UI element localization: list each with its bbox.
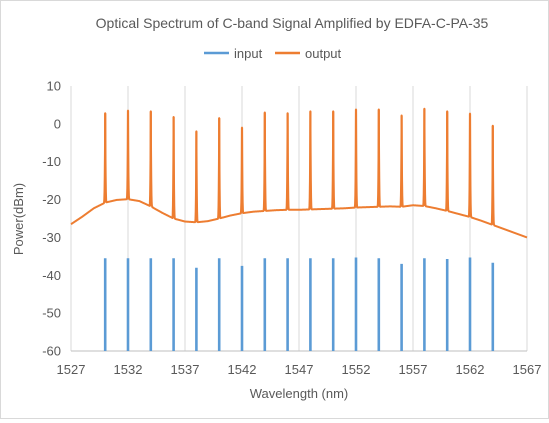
x-tick-label-1537: 1537 — [171, 362, 200, 377]
x-tick-label-1557: 1557 — [399, 362, 428, 377]
x-tick-label-1547: 1547 — [285, 362, 314, 377]
y-axis-ticks: 10 0 -10 -20 -30 -40 -50 -60 — [42, 79, 61, 359]
x-tick-label-1527: 1527 — [57, 362, 86, 377]
y-tick-label--10: -10 — [42, 154, 61, 169]
x-tick-label-1567: 1567 — [513, 362, 542, 377]
x-tick-label-1562: 1562 — [456, 362, 485, 377]
legend-label-input: input — [234, 46, 263, 61]
y-tick-label--50: -50 — [42, 306, 61, 321]
y-tick-label-0: 0 — [54, 116, 61, 131]
y-axis-label: Power(dBm) — [11, 183, 26, 255]
y-tick-label--20: -20 — [42, 192, 61, 207]
legend-label-output: output — [305, 46, 342, 61]
x-tick-label-1532: 1532 — [114, 362, 143, 377]
x-tick-label-1542: 1542 — [228, 362, 257, 377]
legend: input output — [204, 46, 342, 61]
chart-title: Optical Spectrum of C-band Signal Amplif… — [96, 15, 489, 31]
y-tick-label-10: 10 — [47, 79, 61, 94]
grid — [70, 86, 528, 352]
y-tick-label--40: -40 — [42, 268, 61, 283]
x-axis-label: Wavelength (nm) — [250, 386, 349, 401]
y-tick-label--60: -60 — [42, 344, 61, 359]
plot-area — [70, 107, 528, 351]
x-tick-label-1552: 1552 — [342, 362, 371, 377]
output-spectrum-line — [70, 107, 528, 239]
y-tick-label--30: -30 — [42, 230, 61, 245]
x-axis-ticks: 1527 1532 1537 1542 1547 1552 1557 1562 1567 — [57, 362, 542, 377]
